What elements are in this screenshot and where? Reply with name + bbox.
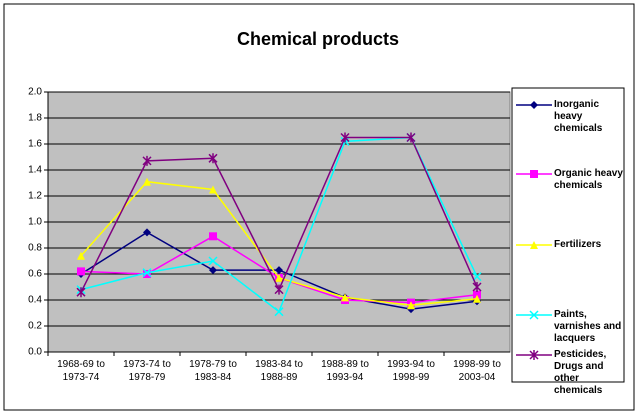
legend-label: Inorganic heavy chemicals bbox=[554, 99, 603, 134]
y-tick-label: 0.0 bbox=[28, 347, 42, 358]
marker bbox=[530, 170, 538, 178]
marker bbox=[275, 273, 283, 282]
legend-box bbox=[511, 87, 625, 383]
chart-title: Chemical products bbox=[237, 29, 399, 49]
marker bbox=[208, 153, 218, 164]
x-tick-label: 1978-79 to 1983-84 bbox=[189, 359, 237, 383]
marker bbox=[209, 266, 217, 275]
y-tick-label: 1.2 bbox=[28, 191, 42, 202]
marker bbox=[340, 132, 350, 143]
x-tick-label: 1998-99 to 2003-04 bbox=[453, 359, 501, 383]
y-tick-label: 1.4 bbox=[28, 165, 42, 176]
marker bbox=[208, 256, 218, 266]
y-tick-label: 1.8 bbox=[28, 113, 42, 124]
y-tick-label: 1.0 bbox=[28, 217, 42, 228]
y-tick-label: 0.4 bbox=[28, 295, 42, 306]
marker bbox=[406, 132, 416, 143]
y-tick-label: 1.6 bbox=[28, 139, 42, 150]
marker bbox=[209, 185, 217, 194]
marker bbox=[274, 284, 284, 295]
marker bbox=[143, 177, 151, 186]
marker bbox=[77, 251, 85, 260]
marker bbox=[341, 293, 349, 302]
y-tick-label: 2.0 bbox=[28, 87, 42, 98]
marker bbox=[407, 301, 415, 310]
legend-label: Organic heavy chemicals bbox=[554, 168, 623, 191]
marker bbox=[530, 241, 538, 249]
marker bbox=[143, 228, 151, 237]
legend-label: Paints, varnishes and lacquers bbox=[554, 309, 622, 344]
marker bbox=[529, 350, 539, 360]
marker bbox=[142, 155, 152, 166]
marker bbox=[77, 267, 85, 276]
legend-label: Fertilizers bbox=[554, 239, 602, 250]
marker bbox=[274, 307, 284, 317]
marker bbox=[275, 266, 283, 275]
marker bbox=[209, 232, 217, 241]
x-tick-label: 1988-89 to 1993-94 bbox=[321, 359, 369, 383]
x-tick-label: 1968-69 to 1973-74 bbox=[57, 359, 105, 383]
x-tick-label: 1973-74 to 1978-79 bbox=[123, 359, 171, 383]
marker bbox=[142, 268, 152, 278]
marker bbox=[473, 294, 481, 303]
marker bbox=[529, 310, 539, 320]
x-tick-label: 1983-84 to 1988-89 bbox=[255, 359, 303, 383]
legend-label: Pesticides, Drugs and other chemicals bbox=[554, 349, 607, 396]
y-tick-label: 0.8 bbox=[28, 243, 42, 254]
y-tick-label: 0.2 bbox=[28, 321, 42, 332]
y-tick-label: 0.6 bbox=[28, 269, 42, 280]
marker bbox=[530, 101, 538, 109]
marker bbox=[76, 287, 86, 298]
x-tick-label: 1993-94 to 1998-99 bbox=[387, 359, 435, 383]
marker bbox=[143, 270, 151, 278]
marker bbox=[472, 282, 482, 292]
